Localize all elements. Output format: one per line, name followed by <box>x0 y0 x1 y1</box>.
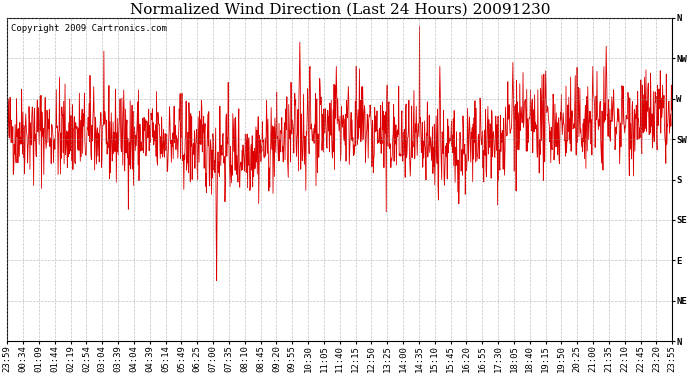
Text: Copyright 2009 Cartronics.com: Copyright 2009 Cartronics.com <box>10 24 166 33</box>
Title: Normalized Wind Direction (Last 24 Hours) 20091230: Normalized Wind Direction (Last 24 Hours… <box>130 3 550 17</box>
